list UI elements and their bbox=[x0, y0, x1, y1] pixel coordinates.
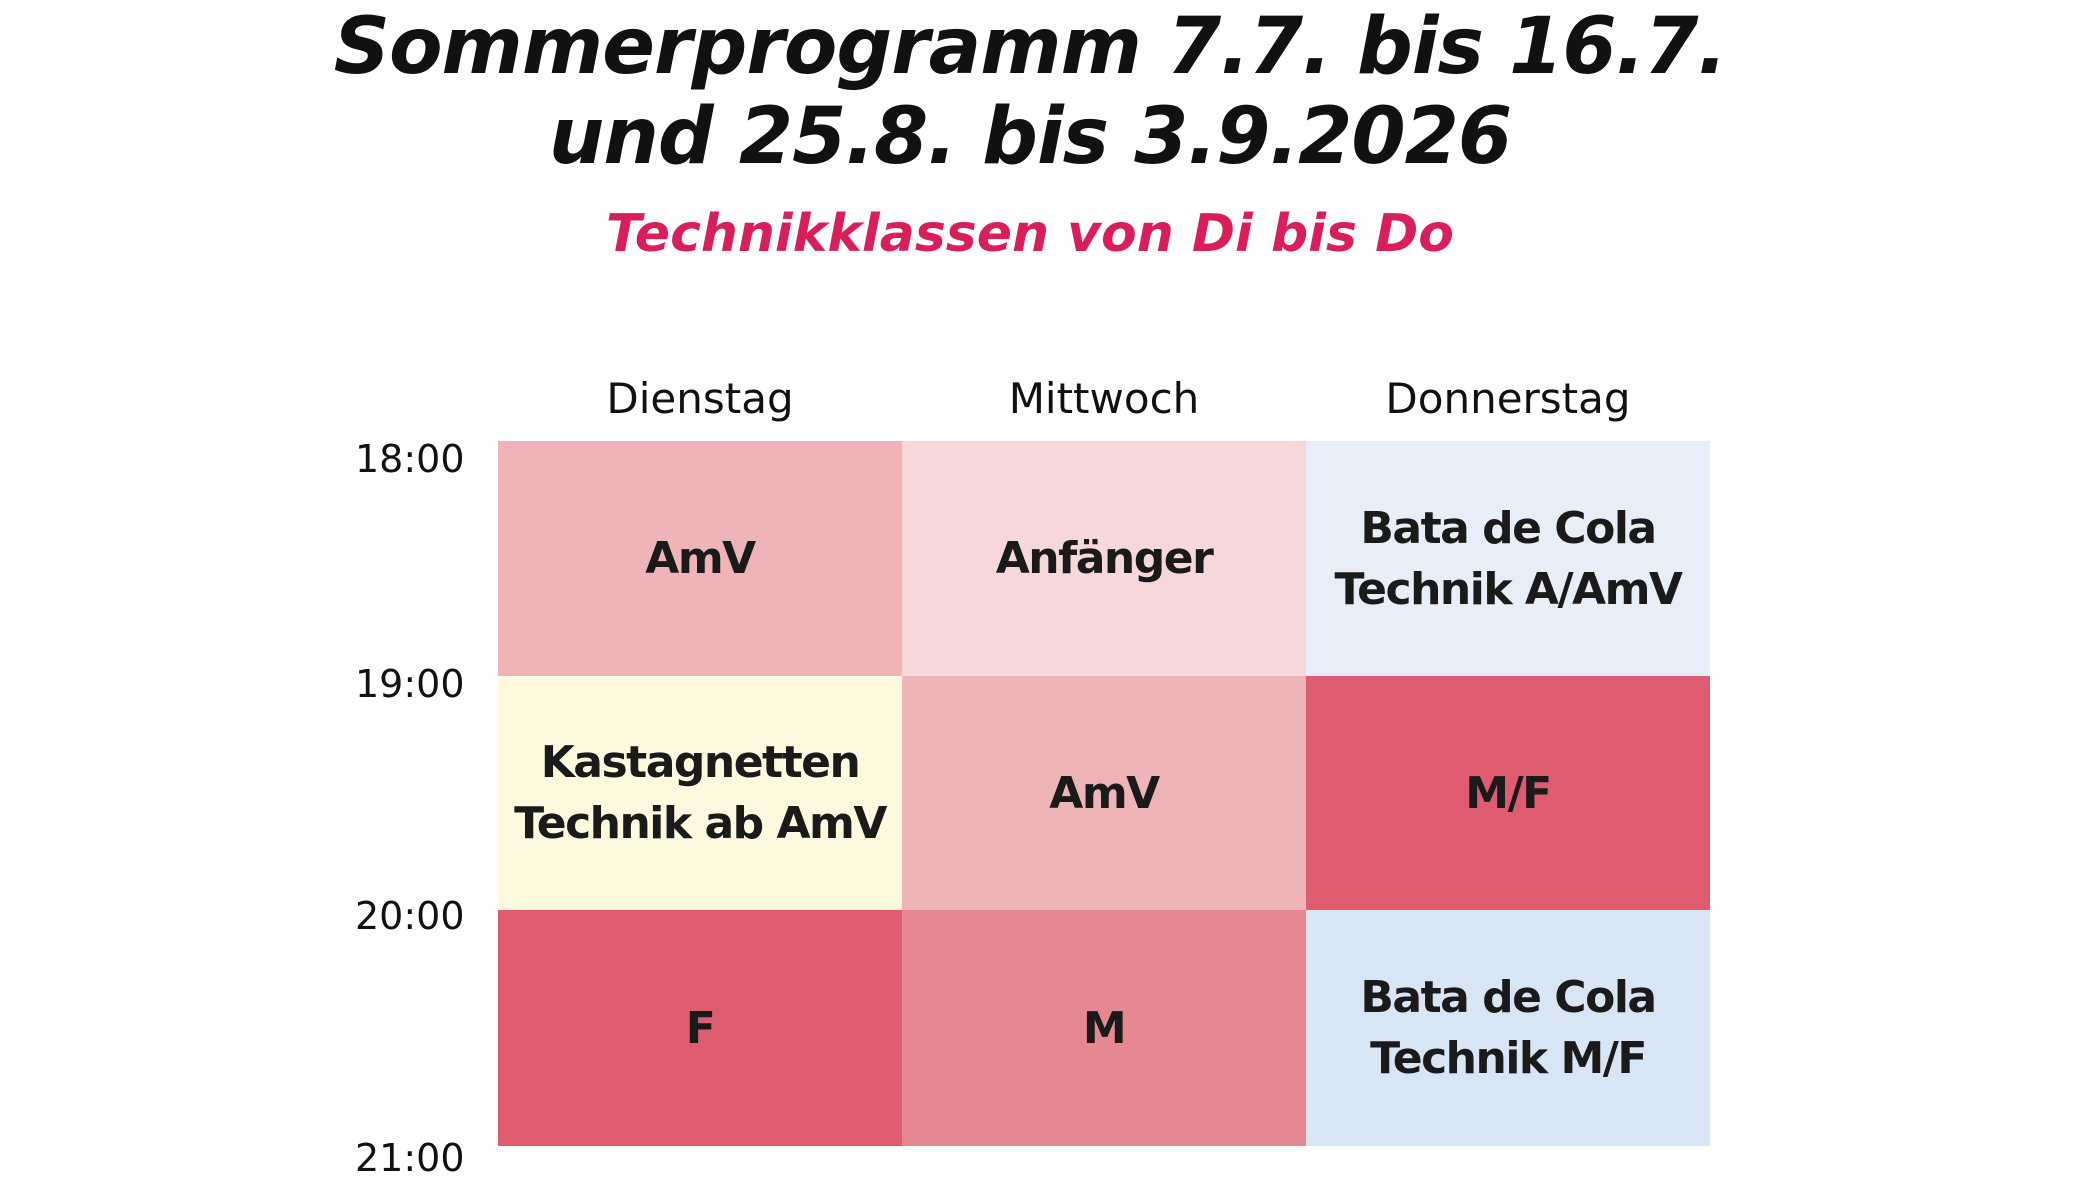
schedule-cell-dienstag-1900: Kastagnetten Technik ab AmV bbox=[498, 676, 902, 910]
schedule-cell-dienstag-1800: AmV bbox=[498, 441, 902, 676]
day-header-donnerstag: Donnerstag bbox=[1385, 374, 1631, 423]
time-label-2000: 20:00 bbox=[355, 894, 465, 938]
day-header-mittwoch: Mittwoch bbox=[1008, 374, 1200, 423]
time-label-1900: 19:00 bbox=[355, 662, 465, 706]
page-title-line-2: und 25.8. bis 3.9.2026 bbox=[548, 92, 1512, 182]
time-label-2100: 21:00 bbox=[355, 1136, 465, 1180]
cell-label: M/F bbox=[1465, 767, 1552, 819]
cell-label: Bata de Cola Technik M/F bbox=[1360, 972, 1657, 1084]
time-label-1800: 18:00 bbox=[355, 437, 465, 481]
cell-label: F bbox=[685, 1002, 716, 1054]
cell-label: AmV bbox=[1049, 767, 1160, 819]
page-title-line-1: Sommerprogramm 7.7. bis 16.7. bbox=[333, 2, 1727, 92]
schedule-cell-donnerstag-1900: M/F bbox=[1306, 676, 1710, 910]
cell-label: Kastagnetten Technik ab AmV bbox=[514, 737, 887, 849]
page-subtitle: Technikklassen von Di bis Do bbox=[606, 204, 1454, 264]
schedule-cell-donnerstag-2000: Bata de Cola Technik M/F bbox=[1306, 910, 1710, 1146]
schedule-cell-mittwoch-1800: Anfänger bbox=[902, 441, 1306, 676]
schedule-grid: AmV Anfänger Bata de Cola Technik A/AmV … bbox=[498, 441, 1710, 1146]
cell-label: Bata de Cola Technik A/AmV bbox=[1334, 502, 1683, 615]
schedule-cell-donnerstag-1800: Bata de Cola Technik A/AmV bbox=[1306, 441, 1710, 676]
cell-label: AmV bbox=[645, 533, 756, 584]
schedule-cell-dienstag-2000: F bbox=[498, 910, 902, 1146]
schedule-cell-mittwoch-2000: M bbox=[902, 910, 1306, 1146]
cell-label: Anfänger bbox=[995, 533, 1214, 584]
day-header-dienstag: Dienstag bbox=[606, 374, 794, 423]
schedule-cell-mittwoch-1900: AmV bbox=[902, 676, 1306, 910]
cell-label: M bbox=[1082, 1002, 1127, 1054]
